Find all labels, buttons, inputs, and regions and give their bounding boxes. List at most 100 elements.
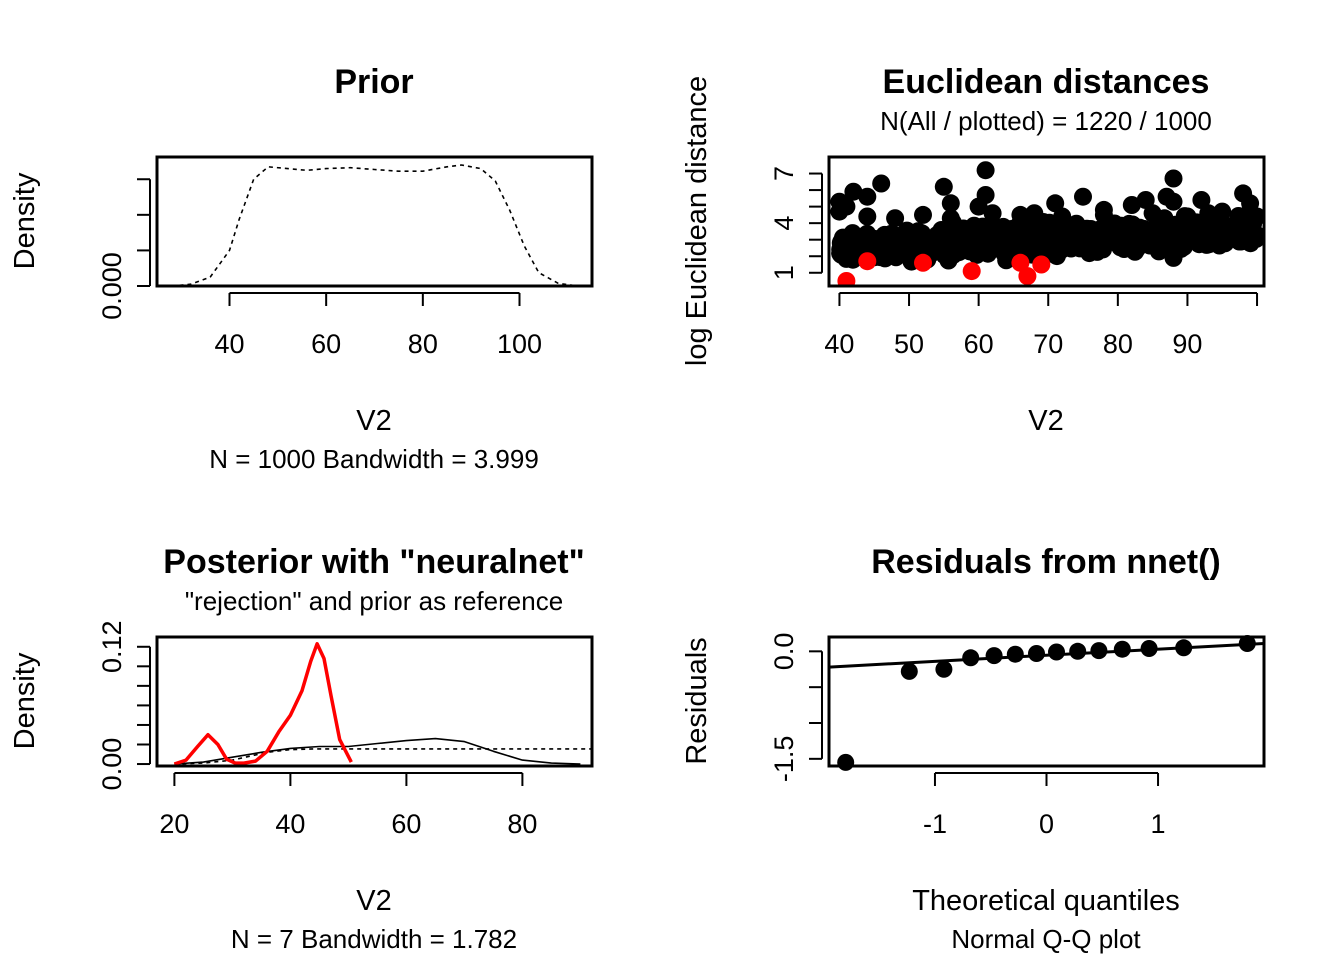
data-point <box>1011 205 1030 224</box>
x-tick-label: 40 <box>214 329 244 359</box>
qq-point <box>1238 635 1256 652</box>
accepted-point <box>962 262 981 281</box>
qq-point <box>935 660 953 678</box>
x-tick-label: 20 <box>159 809 189 839</box>
data-point <box>1063 223 1082 242</box>
points-layer <box>830 161 1264 286</box>
data-point <box>858 187 877 206</box>
data-point <box>1122 196 1141 214</box>
y-axis-label: Residuals <box>681 637 713 764</box>
chart-title: Residuals from nnet() <box>871 543 1220 581</box>
y-tick-label: 7 <box>769 166 799 181</box>
data-point <box>1073 237 1092 256</box>
data-point <box>1044 242 1063 260</box>
y-tick-label: -1.5 <box>769 736 799 783</box>
y-tick-label: 0.00 <box>97 738 127 791</box>
density-line <box>171 164 578 286</box>
data-point <box>954 219 973 238</box>
x-tick-label: 40 <box>824 329 854 359</box>
x-tick-label: -1 <box>923 809 947 839</box>
y-tick-label: 0.12 <box>97 620 127 673</box>
qq-point <box>900 662 918 680</box>
y-axis-label: Density <box>9 652 41 749</box>
x-tick-label: 60 <box>391 809 421 839</box>
data-point <box>1169 225 1188 244</box>
data-point <box>1248 207 1264 226</box>
x-tick-label: 50 <box>894 329 924 359</box>
data-point <box>831 244 850 263</box>
data-point <box>1053 207 1072 226</box>
y-tick-label: 0.0 <box>769 633 799 671</box>
accepted-point <box>1011 253 1030 272</box>
data-point <box>967 245 986 264</box>
x-tick-label: 80 <box>1103 329 1133 359</box>
y-tick-label: 1 <box>769 265 799 280</box>
x-tick-label: 100 <box>497 329 542 359</box>
x-axis-label: Theoretical quantiles <box>912 885 1180 917</box>
data-point <box>858 207 877 226</box>
data-point <box>837 197 856 216</box>
qq-point <box>1113 640 1131 658</box>
data-point <box>1143 204 1162 223</box>
accepted-point <box>837 272 856 286</box>
data-point <box>1136 191 1155 209</box>
data-point <box>1241 194 1260 213</box>
qq-point <box>1028 645 1045 662</box>
data-point <box>1135 220 1154 238</box>
chart-title: Euclidean distances <box>883 63 1210 101</box>
x-axis-label: V2 <box>1028 405 1063 437</box>
data-point <box>1046 194 1065 213</box>
data-point <box>895 235 914 254</box>
plot-area: 40 60 80 100 0.000 <box>97 155 594 359</box>
posterior-line <box>173 642 353 766</box>
qq-point <box>1140 640 1158 657</box>
x-tick-label: 80 <box>408 329 438 359</box>
data-point <box>941 209 960 228</box>
data-point <box>914 205 932 224</box>
plot-area: 20 40 60 80 0.00 0.12 <box>97 620 594 839</box>
panel-posterior: Posterior with "neuralnet" "rejection" a… <box>9 543 594 954</box>
chart-subtitle: "rejection" and prior as reference <box>185 586 563 616</box>
qq-point <box>1090 642 1108 660</box>
data-point <box>1224 220 1242 239</box>
plot-frame <box>827 635 1266 768</box>
y-tick-label: 0.000 <box>97 252 127 320</box>
chart-title: Prior <box>334 63 413 101</box>
data-point <box>1199 204 1218 223</box>
x-tick-label: 60 <box>964 329 994 359</box>
plot-frame <box>155 635 594 768</box>
x-tick-label: 40 <box>275 809 305 839</box>
qq-reference-line <box>829 641 1264 669</box>
data-point <box>976 161 995 180</box>
x-tick-label: 1 <box>1151 809 1166 839</box>
data-point <box>1164 192 1183 211</box>
data-point <box>1213 202 1232 221</box>
data-point <box>1114 224 1133 243</box>
qq-point <box>837 753 855 771</box>
chart-title: Posterior with "neuralnet" <box>163 543 584 581</box>
plot-frame <box>827 155 1266 288</box>
x-axis-label: V2 <box>356 885 391 917</box>
qq-point <box>1006 645 1024 663</box>
chart-subtext: N = 1000 Bandwidth = 3.999 <box>209 444 539 474</box>
plot-area: 40 50 60 70 80 90 1 4 7 <box>769 155 1266 359</box>
x-axis-label: V2 <box>356 405 391 437</box>
plot-frame <box>155 155 594 288</box>
accepted-point <box>858 252 877 271</box>
data-point <box>1094 205 1113 224</box>
panel-euclidean-distances: Euclidean distances N(All / plotted) = 1… <box>681 63 1266 437</box>
qq-point <box>1048 643 1065 661</box>
data-point <box>1037 228 1056 247</box>
accepted-point <box>1032 255 1051 274</box>
chart-subtext: Normal Q-Q plot <box>951 924 1141 954</box>
y-tick-label: 4 <box>769 216 799 231</box>
x-tick-label: 60 <box>311 329 341 359</box>
panel-residuals: Residuals from nnet() Theoretical quanti… <box>681 543 1266 954</box>
x-tick-label: 90 <box>1172 329 1202 359</box>
panel-prior: Prior V2 N = 1000 Bandwidth = 3.999 Dens… <box>9 63 594 474</box>
data-point <box>941 194 960 213</box>
accepted-point <box>914 253 932 272</box>
data-point <box>1025 204 1044 223</box>
data-point <box>844 182 863 201</box>
